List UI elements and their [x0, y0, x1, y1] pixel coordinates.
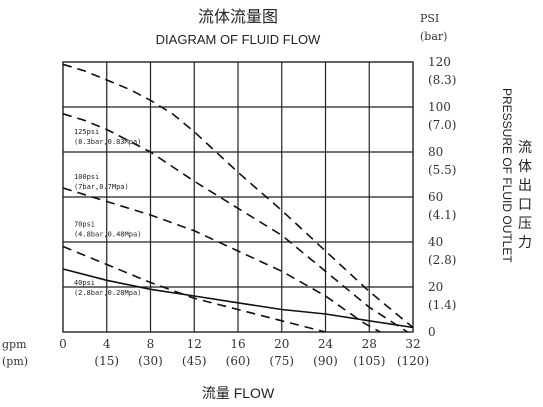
y-tick-label-secondary: (4.1) [428, 208, 456, 222]
y-axis-label-cn-char: 流 [518, 139, 532, 155]
series-line-40psi [62, 245, 326, 333]
y-tick-label: 80 [428, 145, 443, 159]
x-unit-secondary: (pm) [2, 355, 28, 368]
series-line-40psi-alt [62, 268, 414, 329]
x-tick-label: 8 [147, 337, 155, 351]
x-tick-label-secondary: (90) [313, 354, 338, 368]
y-tick-label-secondary: (7.0) [428, 118, 456, 132]
chart-title: 流体流量图 [198, 8, 278, 26]
chart-subtitle: DIAGRAM OF FLUID FLOW [156, 32, 321, 47]
series-label-detail: (7bar,0.7Mpa) [74, 183, 129, 191]
x-tick-label-secondary: (105) [353, 354, 385, 368]
x-tick-label-secondary: (45) [182, 354, 207, 368]
y-unit-secondary: (bar) [420, 30, 447, 43]
x-tick-label: 4 [103, 337, 111, 351]
y-axis-label-cn-char: 出 [518, 177, 532, 193]
y-tick-layer: 120 100 80 60 40 20 0 (8.3) (7.0) (5.5) (4.1) (2.8)… [428, 55, 456, 339]
y-tick-label-secondary: (2.8) [428, 253, 456, 267]
series-label-name: 100psi [74, 173, 99, 181]
x-axis-label: 流量 FLOW [202, 385, 275, 401]
series-label-detail: (4.8bar,0.48Mpa) [74, 230, 141, 238]
y-tick-label: 100 [428, 100, 451, 114]
x-tick-label: 12 [187, 337, 202, 351]
x-tick-label-secondary: (75) [269, 354, 294, 368]
x-tick-layer: 0 4 8 12 16 20 24 28 32 (15) (30) (45) (60) (75) (90) (… [59, 337, 429, 368]
x-tick-label: 0 [59, 337, 67, 351]
y-tick-label: 0 [428, 325, 436, 339]
y-axis-label-cn-char: 压 [518, 215, 532, 231]
y-tick-label-secondary: (1.4) [428, 298, 456, 312]
x-tick-label: 24 [318, 337, 334, 351]
x-unit-primary: gpm [2, 338, 27, 351]
x-tick-label: 28 [362, 337, 377, 351]
series-label-detail: (8.3bar,0.83Mpa) [74, 138, 141, 146]
series-label-detail: (2.8bar,0.28Mpa) [74, 289, 141, 297]
series-line-125psi [62, 63, 414, 329]
y-tick-label-secondary: (5.5) [428, 163, 456, 177]
y-tick-label: 60 [428, 190, 443, 204]
x-tick-label-secondary: (30) [138, 354, 163, 368]
y-tick-label: 20 [428, 280, 443, 294]
series-layer [62, 63, 414, 333]
x-tick-label: 32 [405, 337, 420, 351]
x-tick-label-secondary: (60) [226, 354, 251, 368]
series-label-name: 70psi [74, 220, 95, 228]
series-label-name: 125psi [74, 128, 99, 136]
y-axis-label: PRESSURE OF FLUID OUTLET [500, 88, 514, 263]
x-tick-label-secondary: (15) [94, 354, 119, 368]
y-axis-label-cn-char: 体 [518, 158, 532, 174]
y-axis-label-cn-char: 力 [518, 234, 532, 250]
series-line-100psi [62, 113, 408, 333]
x-tick-label-secondary: (120) [397, 354, 429, 368]
y-axis-label-cn-char: 口 [518, 196, 532, 212]
series-label-name: 40psi [74, 279, 95, 287]
series-line-70psi [62, 187, 381, 333]
y-tick-label: 40 [428, 235, 443, 249]
x-tick-label: 16 [230, 337, 245, 351]
grid [62, 61, 414, 333]
y-tick-label: 120 [428, 55, 451, 69]
y-unit-primary: PSI [420, 12, 439, 25]
x-tick-label: 20 [274, 337, 289, 351]
series-label-layer: 125psi (8.3bar,0.83Mpa) 100psi (7bar,0.7Mpa… [74, 128, 141, 297]
y-tick-label-secondary: (8.3) [428, 73, 456, 87]
